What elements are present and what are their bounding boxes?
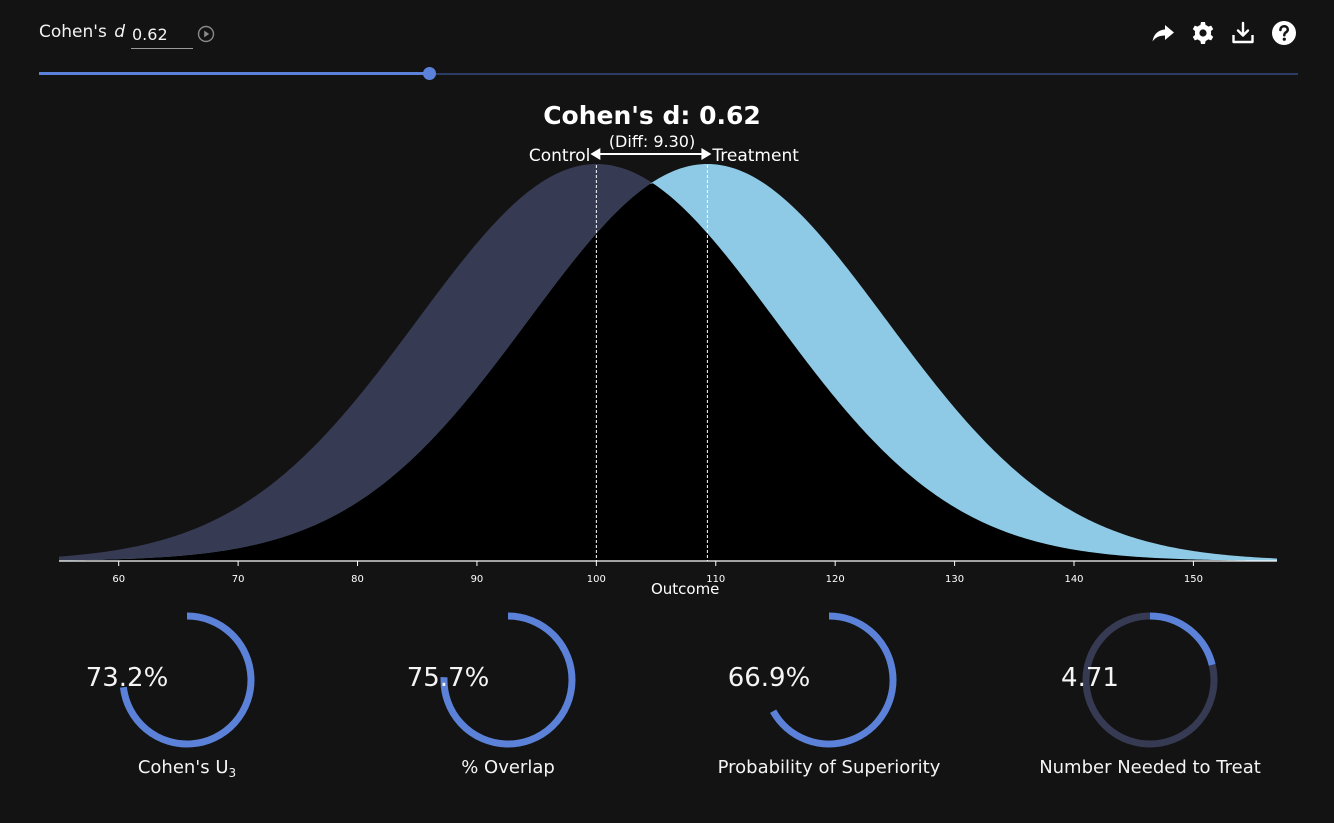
gauge-value-arc — [770, 612, 897, 748]
gauge-value-arc — [1149, 612, 1216, 666]
distribution-chart: 60 70 80 90 100 110 120 130 140 150 Outcome Cohen's… — [59, 101, 1277, 598]
control-series-label: Control — [529, 146, 590, 166]
x-tick-label: 100 — [587, 574, 606, 585]
slider-fill — [39, 72, 430, 75]
gauge-ring — [119, 612, 255, 748]
chart-subtitle: (Diff: 9.30) — [609, 132, 695, 151]
x-tick-label: 60 — [112, 574, 125, 585]
toolbar: Cohen's d — [0, 0, 1334, 60]
gauge-value: 73.2% — [85, 663, 169, 693]
treatment-series-label: Treatment — [711, 146, 799, 166]
gauge-value: 66.9% — [727, 663, 811, 693]
gauge-label-main: % Overlap — [461, 757, 555, 778]
gauge-track-arc — [1082, 612, 1218, 748]
x-tick-label: 140 — [1064, 574, 1083, 585]
x-axis-label: Outcome — [651, 580, 719, 598]
chart-title: Cohen's d: 0.62 — [543, 101, 761, 130]
cohens-d-label-prefix: Cohen's — [39, 22, 107, 42]
gauge-value-arc — [440, 612, 576, 748]
x-tick-label: 110 — [706, 574, 725, 585]
x-tick-label: 120 — [826, 574, 845, 585]
x-tick-label: 70 — [232, 574, 245, 585]
download-icon[interactable] — [1230, 20, 1256, 46]
effect-size-slider[interactable] — [39, 64, 1298, 84]
x-tick-label: 130 — [945, 574, 964, 585]
gauge-label: Number Needed to Treat — [1020, 757, 1280, 778]
cohens-d-input[interactable] — [131, 20, 193, 49]
gauge-probability-of-superiority: 66.9% Probability of Superiority — [699, 605, 959, 795]
x-tick-label: 150 — [1184, 574, 1203, 585]
gauge-label-subscript: 3 — [228, 766, 237, 780]
gauge-number-needed-to-treat: 4.71 Number Needed to Treat — [1020, 605, 1280, 795]
gauge-ring — [770, 612, 897, 748]
cohens-d-label: Cohen's d — [39, 22, 125, 42]
diff-arrow-left-head — [590, 148, 601, 160]
gauge-label: % Overlap — [378, 757, 638, 778]
diff-arrow-right-head — [701, 148, 712, 160]
gauge-overlap: 75.7% % Overlap — [378, 605, 638, 795]
play-circle-icon[interactable] — [197, 25, 215, 43]
gauge-label-main: Cohen's U — [137, 757, 229, 778]
gauge-value: 4.71 — [1061, 663, 1119, 693]
gauge-value-arc — [119, 612, 255, 748]
overlap-area — [59, 183, 1277, 561]
share-icon[interactable] — [1150, 20, 1176, 46]
slider-thumb[interactable] — [423, 67, 437, 80]
gauge-ring — [440, 612, 576, 748]
gauge-label-main: Number Needed to Treat — [1039, 757, 1261, 778]
cohens-d-label-variable: d — [114, 22, 126, 42]
gauge-value: 75.7% — [406, 663, 490, 693]
slider-track — [39, 73, 1298, 75]
settings-gear-icon[interactable] — [1190, 20, 1216, 46]
gauge-cohens-u3: 73.2% Cohen's U3 — [57, 605, 317, 795]
x-tick-label: 80 — [351, 574, 364, 585]
help-icon[interactable] — [1271, 20, 1297, 46]
gauge-ring — [1082, 612, 1218, 748]
gauge-label: Probability of Superiority — [699, 757, 959, 778]
x-tick-label: 90 — [471, 574, 484, 585]
gauge-label: Cohen's U3 — [57, 757, 317, 780]
gauge-label-main: Probability of Superiority — [717, 757, 941, 778]
